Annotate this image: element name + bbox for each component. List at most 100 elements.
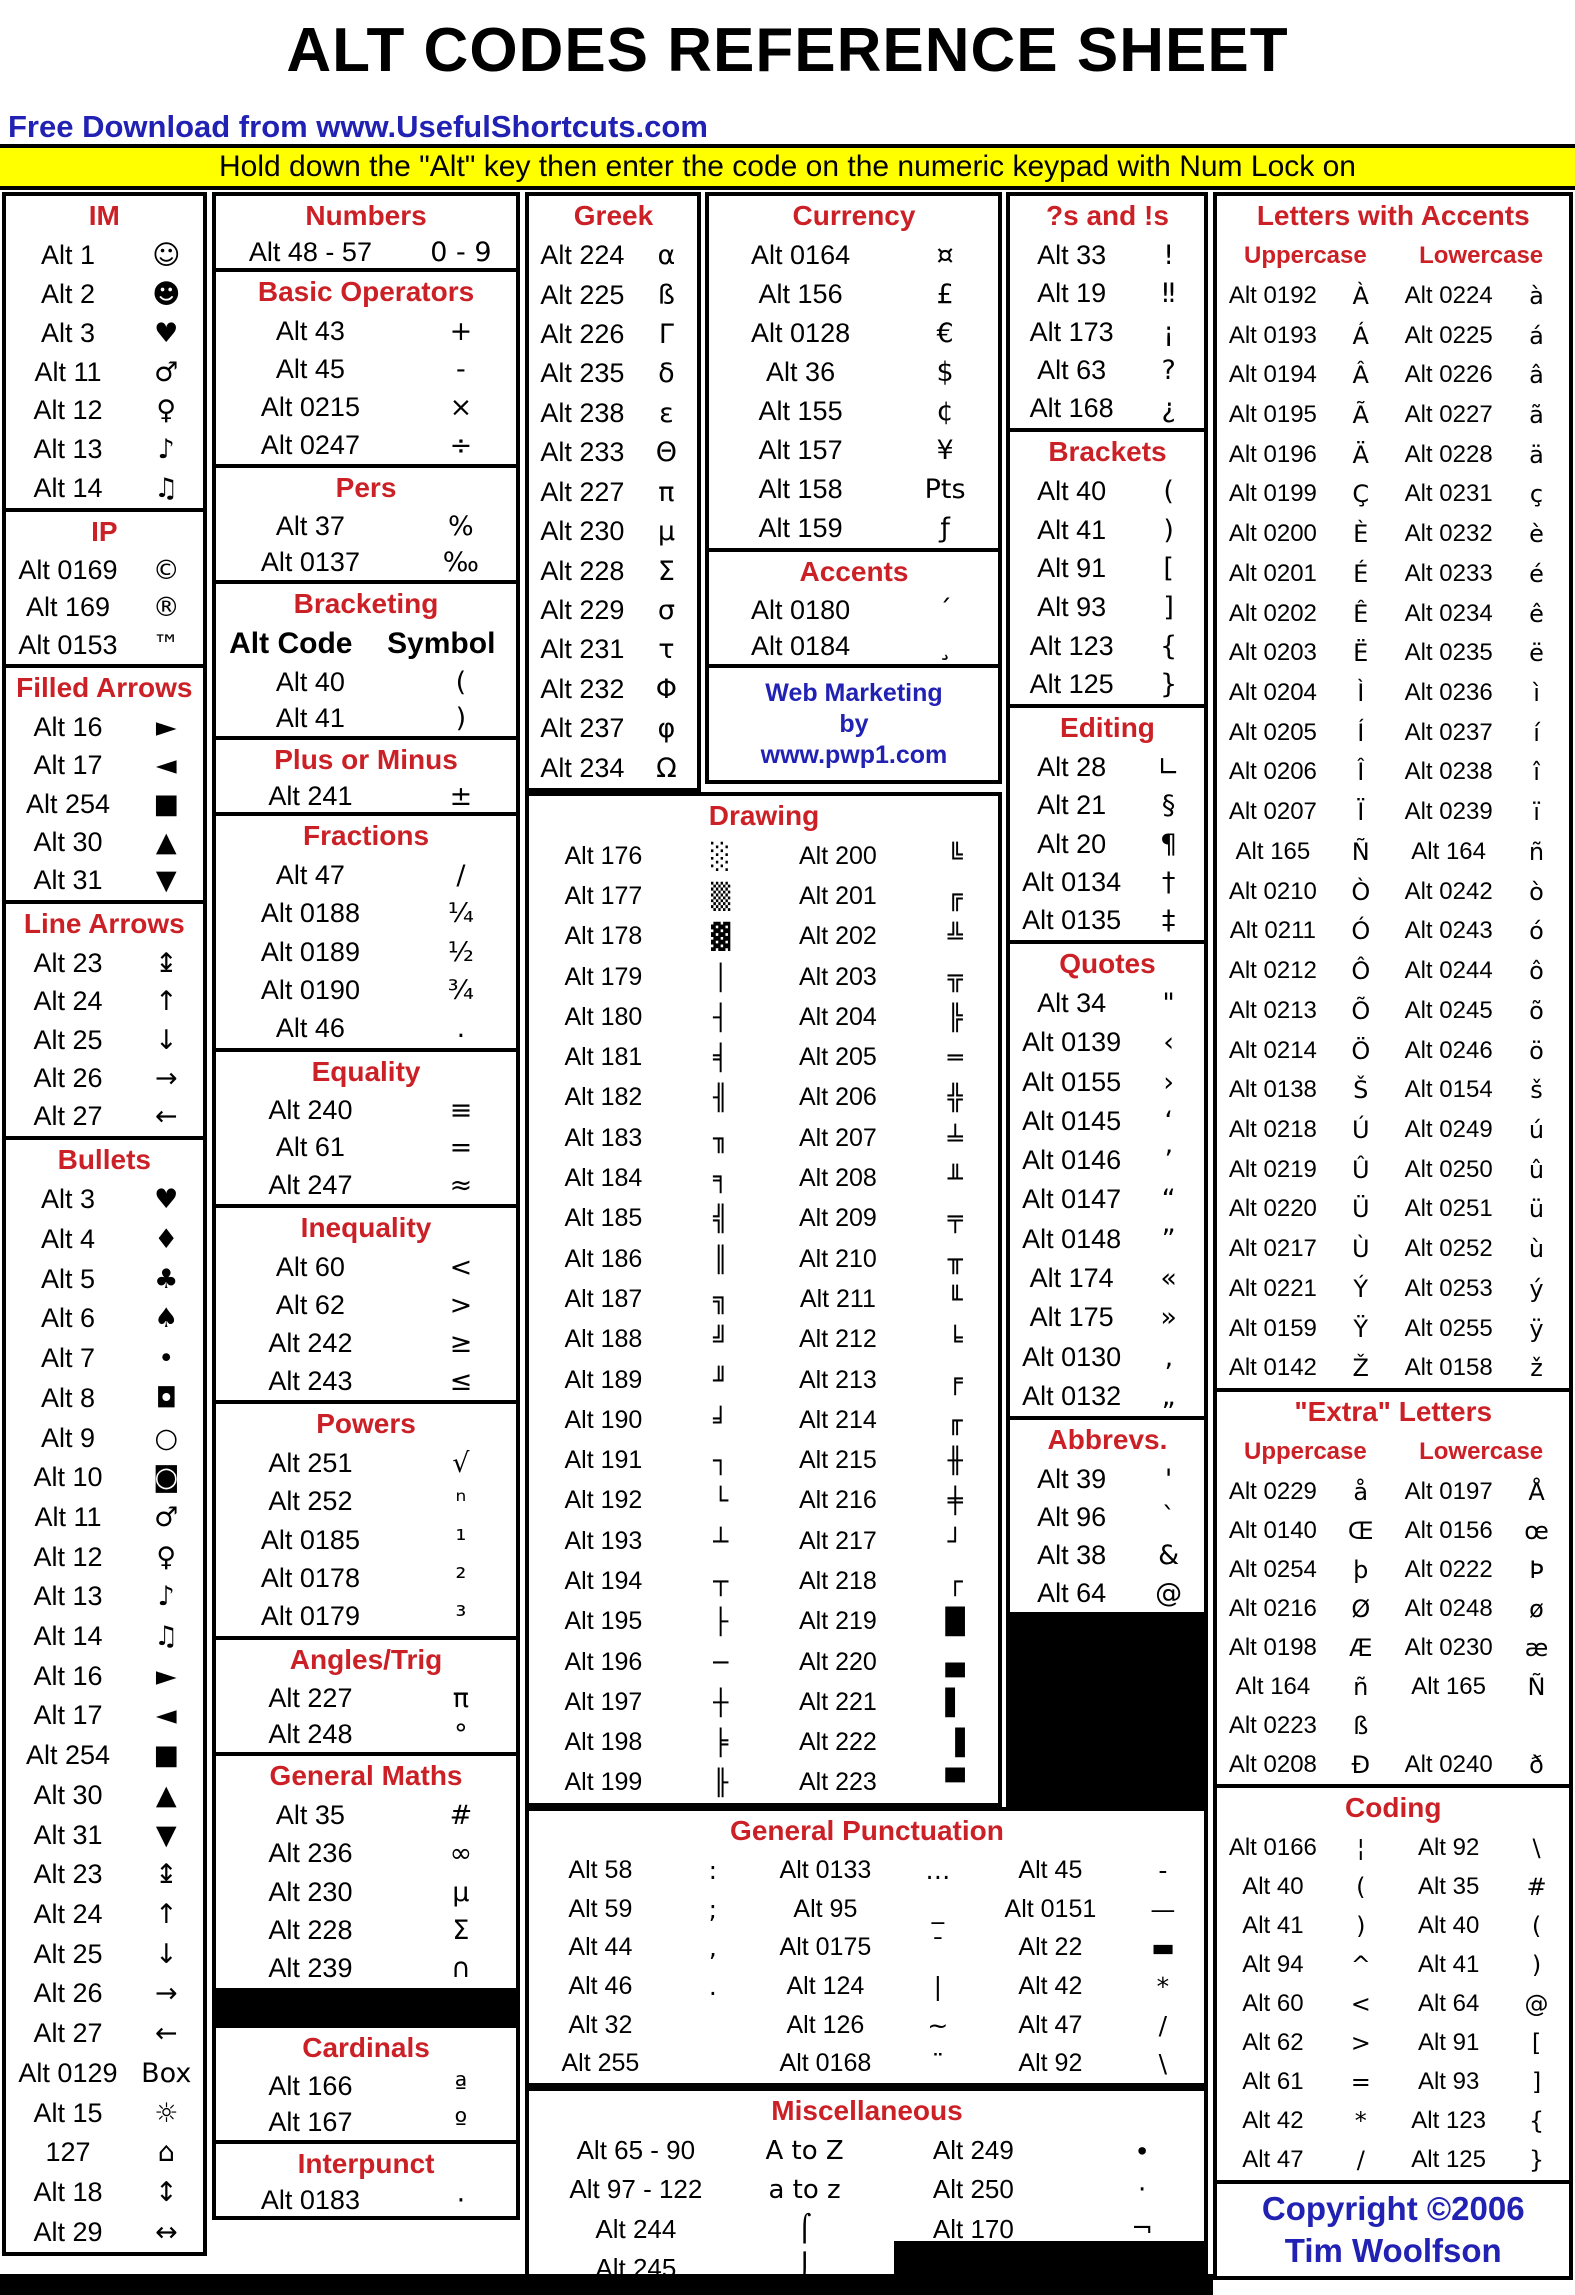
alt-code: Alt 232 [540,673,625,704]
alt-code: Alt 64 [1417,1989,1480,2017]
alt-code: Alt 0251 [1404,1195,1493,1223]
alt-code: Alt 123 [1029,630,1114,661]
alt-code-row: Alt 0200 È Alt 0232 è [1217,514,1569,554]
alt-code: Alt 0155 [1022,1066,1122,1097]
alt-code: Alt 0253 [1404,1274,1493,1302]
alt-code: Alt 0137 [260,546,360,577]
symbol: φ [657,713,676,745]
alt-code: Alt 0168 [779,2049,872,2078]
symbol: Ð [1351,1750,1371,1779]
download-link[interactable]: Free Download from www.UsefulShortcuts.c… [8,108,708,144]
section-title: Accents [799,556,909,587]
section-title: Numbers [305,200,427,231]
symbol: @ [1524,1989,1549,2018]
symbol: ¦ [1356,1833,1365,1862]
alt-code-row: Alt 24 ↑ [6,1895,203,1935]
symbol: ( [455,666,467,698]
symbol: Γ [658,319,674,351]
alt-code-row: Alt 5 ♣ [6,1259,203,1299]
symbol: + [449,315,473,347]
alt-code-row: Alt 33! [1010,236,1204,274]
alt-code: Alt 216 [798,1486,877,1515]
alt-code-row: Alt 0129 Box [6,2053,203,2093]
section-pers: Pers Alt 37% Alt 0137 ‰ [211,464,521,584]
symbol: & [1158,1539,1180,1571]
alt-code: Alt 222 [798,1728,877,1757]
alt-code: Alt 238 [540,397,625,428]
symbol: ╕ [713,1164,729,1194]
alt-code: Alt 169 [25,592,110,623]
symbol: ~ [927,2010,949,2040]
symbol: \ [1158,2049,1168,2079]
symbol: Í [1357,718,1365,747]
symbol: ñ [1353,1672,1369,1701]
symbol: ╟ [713,1768,729,1798]
section-accents: Accents Alt 0180 ´ Alt 0184 ¸ [705,548,1003,668]
alt-code: Alt 0135 [1022,905,1122,936]
section-title: Fractions [303,820,430,851]
symbol: } [1528,2146,1545,2175]
column-subheader: Uppercase Lowercase [1217,236,1569,276]
symbol: \ [1532,1833,1541,1862]
alt-code: Alt 244 [595,2213,677,2244]
symbol: ® [152,592,180,624]
symbol: ┘ [947,1526,963,1556]
symbol: ╥ [947,1244,963,1274]
alt-code: Alt 227 [540,476,625,507]
alt-code: Alt 0153 [18,629,118,660]
alt-code-row: Alt 184 ╕ Alt 208 ╨ [529,1158,998,1198]
symbol: α [657,240,676,272]
alt-code-row: Alt 0254 þ Alt 0222 Þ [1217,1550,1569,1589]
subheader-label: Uppercase [1243,242,1367,269]
symbol: ♪ [157,1581,175,1613]
alt-code-row: Alt 183 ╖ Alt 207 ╧ [529,1118,998,1158]
alt-code: Alt 0132 [1022,1380,1122,1411]
alt-code: Alt 42 [1242,2107,1304,2135]
alt-code-row: Alt 27 ← [6,2014,203,2054]
alt-code: Alt 0252 [1404,1235,1493,1263]
symbol: ò [1529,877,1544,906]
alt-code: Alt 0214 [1228,1036,1317,1064]
alt-code: Alt 156 [758,279,843,309]
alt-code-row: Alt 0140 Œ Alt 0156 œ [1217,1511,1569,1550]
alt-code-row: Alt 254 ■ [6,1736,203,1776]
symbol: ÷ [449,429,473,461]
alt-code: Alt 0225 [1404,321,1493,349]
alt-code: Alt 92 [1417,1833,1480,1861]
symbol: , [708,1933,717,1963]
symbol: ¡ [1163,316,1175,348]
alt-code: Alt 212 [798,1325,877,1354]
alt-code: Alt 1 [40,239,95,270]
alt-code: Alt 14 [33,1621,103,1652]
alt-code: Alt 28 [1037,751,1107,782]
alt-code: Alt 164 [1411,837,1486,865]
alt-code-row: Alt 235 δ [529,354,697,393]
web-marketing-line: by [839,709,869,738]
symbol: ╧ [947,1123,963,1153]
alt-code: Alt 187 [564,1284,643,1313]
symbol: Φ [655,673,678,705]
symbol: ( [1531,1911,1542,1940]
symbol: ž [1530,1354,1543,1383]
symbol: Box [141,2057,192,2089]
alt-code-row: Alt 0185 ¹ [216,1521,517,1559]
symbol: Â [1352,361,1369,390]
symbol: ´ [938,594,952,626]
copyright-box: Copyright ©2006 Tim Woolfson [1213,2180,1573,2280]
symbol: ¤ [936,240,954,271]
alt-code: Alt 17 [33,750,103,781]
alt-code: Alt 0180 [751,594,851,625]
symbol: œ [1524,1516,1549,1545]
symbol: ¯ [931,1933,945,1963]
symbol: ≡ [449,1095,473,1127]
symbol: À [1352,281,1369,310]
symbol: ¨ [931,2049,945,2079]
middle-top: Greek Alt 224 α Alt 225 ß Alt 226 Γ Alt 235 δ Alt… [525,192,1209,1807]
alt-code-row: Alt 228 Σ [216,1911,517,1949]
alt-code-row: Alt 31 ▼ [6,1815,203,1855]
symbol: ─ [713,1647,729,1677]
symbol: < [449,1251,473,1283]
alt-code-row: Alt 43 + [216,312,517,350]
alt-code: Alt 45 [275,353,345,384]
alt-code: Alt 0148 [1022,1223,1122,1254]
